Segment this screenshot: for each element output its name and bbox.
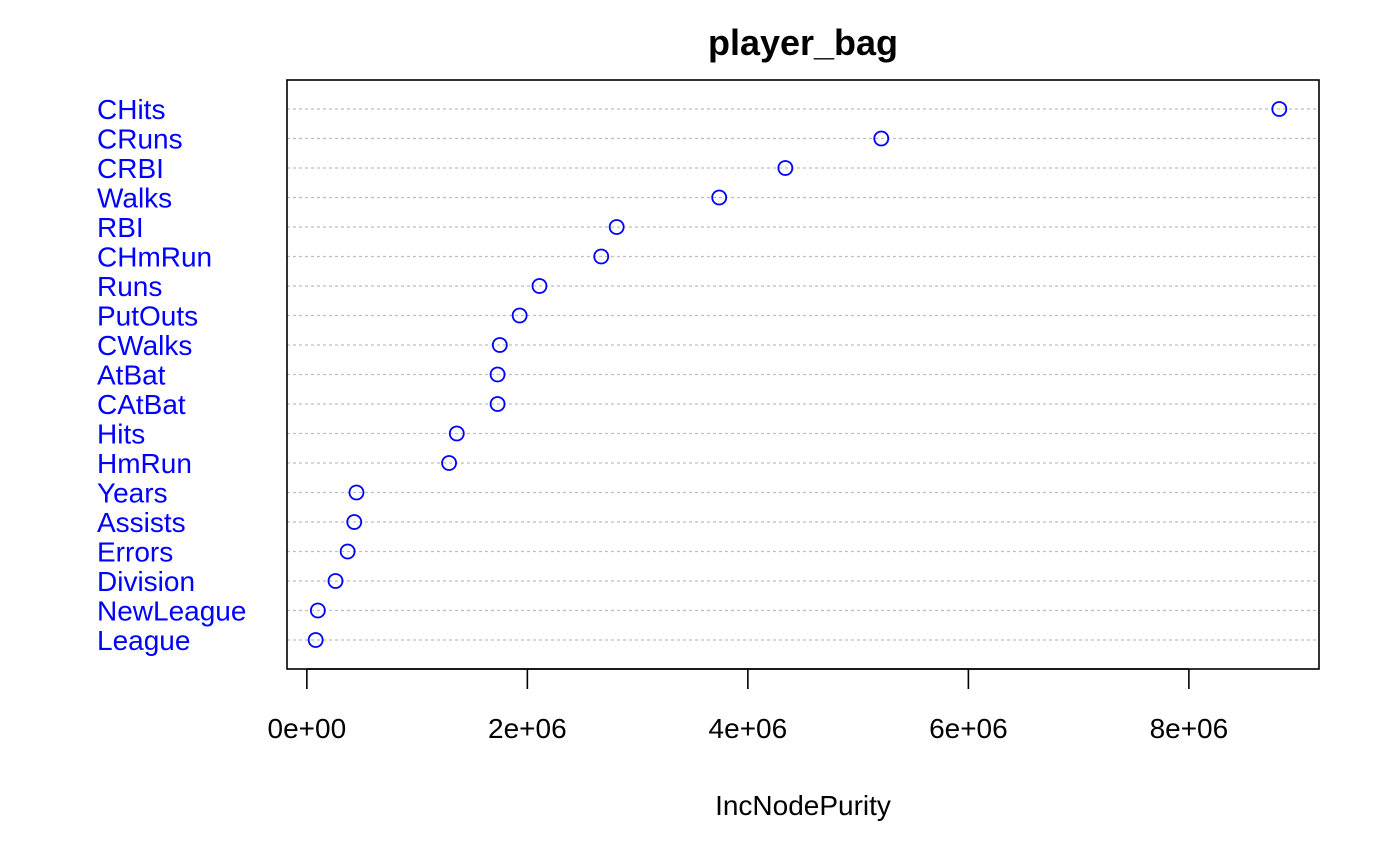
category-label: CHits xyxy=(97,94,165,125)
x-tick-label: 4e+06 xyxy=(709,713,788,744)
data-point xyxy=(711,189,728,206)
category-label: Runs xyxy=(97,271,162,302)
category-label: Hits xyxy=(97,419,145,450)
x-tick-label: 6e+06 xyxy=(929,713,1008,744)
data-point xyxy=(511,307,528,324)
category-label: Errors xyxy=(97,537,173,568)
data-point xyxy=(593,248,610,265)
category-label: CAtBat xyxy=(97,389,186,420)
x-axis-label: IncNodePurity xyxy=(715,790,891,821)
category-label: CRBI xyxy=(97,153,164,184)
category-label: Years xyxy=(97,478,168,509)
data-point xyxy=(441,455,457,471)
data-point xyxy=(777,160,794,176)
category-label: NewLeague xyxy=(97,596,246,627)
category-label: CWalks xyxy=(97,330,192,361)
data-point xyxy=(348,484,365,501)
data-point xyxy=(531,278,548,294)
data-point xyxy=(1271,101,1288,117)
data-point xyxy=(489,396,506,412)
data-point xyxy=(491,337,508,353)
category-label: League xyxy=(97,625,190,656)
x-tick-label: 8e+06 xyxy=(1150,713,1229,744)
data-point xyxy=(309,602,326,619)
data-point xyxy=(307,632,324,648)
category-label: CRuns xyxy=(97,124,183,155)
category-label: Assists xyxy=(97,507,186,538)
x-tick-label: 2e+06 xyxy=(488,713,567,744)
category-label: HmRun xyxy=(97,448,192,479)
category-label: PutOuts xyxy=(97,301,198,332)
category-label: Division xyxy=(97,566,195,597)
category-label: CHmRun xyxy=(97,242,212,273)
data-point xyxy=(873,130,890,147)
data-point xyxy=(608,219,625,235)
category-labels: CHitsCRunsCRBIWalksRBICHmRunRunsPutOutsC… xyxy=(97,94,246,656)
data-point xyxy=(346,514,363,530)
data-point xyxy=(448,425,465,442)
chart-title: player_bag xyxy=(708,22,898,63)
x-axis: 0e+00 2e+06 4e+06 6e+06 8e+06 xyxy=(268,668,1229,744)
category-label: AtBat xyxy=(97,360,166,391)
data-points xyxy=(307,101,1288,648)
category-label: RBI xyxy=(97,212,144,243)
grid-lines xyxy=(287,108,1319,641)
x-tick-label: 0e+00 xyxy=(268,713,347,744)
category-label: Walks xyxy=(97,183,172,214)
data-point xyxy=(339,543,356,560)
data-point xyxy=(489,366,506,383)
data-point xyxy=(327,573,344,589)
